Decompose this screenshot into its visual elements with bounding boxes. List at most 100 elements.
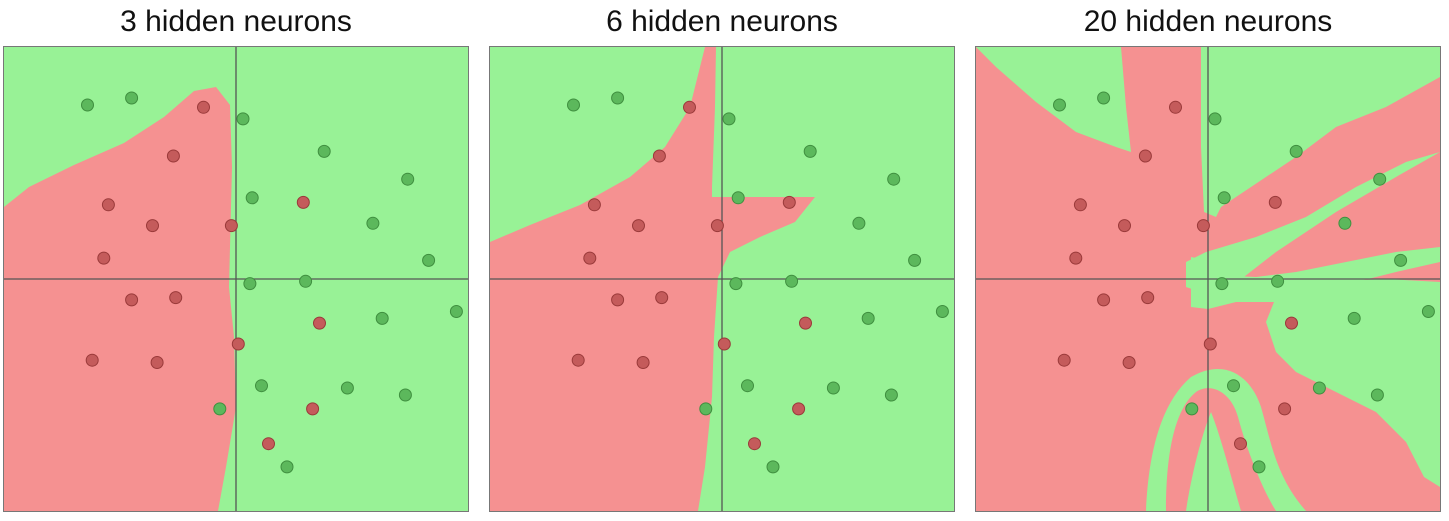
green-data-point	[803, 144, 817, 158]
green-data-point	[243, 277, 257, 291]
green-data-point	[299, 274, 313, 288]
green-data-point	[422, 253, 436, 267]
red-data-point	[306, 402, 320, 416]
green-data-point	[1347, 311, 1361, 325]
decision-boundary-plot	[3, 46, 469, 512]
decision-boundary-plot	[975, 46, 1441, 512]
data-points	[567, 91, 949, 474]
red-data-point	[683, 100, 696, 114]
green-data-point	[1421, 305, 1435, 318]
red-data-point	[125, 293, 139, 307]
green-data-point	[81, 98, 94, 112]
red-data-point	[1278, 402, 1292, 416]
panel-title: 6 hidden neurons	[606, 5, 838, 38]
green-data-point	[1394, 253, 1408, 267]
green-data-point	[1227, 379, 1240, 393]
decision-boundary-plot	[489, 46, 955, 512]
red-data-point	[792, 402, 806, 416]
red-decision-region	[4, 87, 236, 511]
data-points	[81, 91, 463, 474]
green-decision-region	[976, 47, 1131, 152]
red-data-point	[587, 198, 601, 212]
red-data-point	[1069, 251, 1083, 265]
green-decision-region	[1266, 279, 1440, 487]
red-data-point	[1285, 316, 1298, 330]
green-data-point	[884, 388, 898, 402]
red-data-point	[583, 251, 597, 265]
panel-6-neurons: 6 hidden neurons	[489, 0, 955, 521]
red-data-point	[1203, 337, 1217, 351]
red-data-point	[1138, 149, 1152, 163]
red-data-point	[1057, 353, 1071, 367]
red-data-point	[85, 353, 99, 367]
green-data-point	[280, 460, 294, 474]
data-points	[1053, 91, 1435, 474]
green-data-point	[366, 216, 380, 230]
green-data-point	[245, 191, 259, 205]
green-data-point	[766, 460, 780, 474]
red-data-point	[611, 293, 625, 307]
panel-title: 3 hidden neurons	[120, 5, 352, 38]
green-data-point	[567, 98, 580, 112]
green-data-point	[1312, 381, 1326, 395]
green-data-point	[611, 91, 625, 105]
red-data-point	[1122, 356, 1136, 369]
green-decision-region	[1186, 152, 1440, 297]
red-data-point	[1118, 219, 1131, 233]
red-data-point	[799, 316, 812, 330]
red-data-point	[166, 149, 180, 163]
green-decision-region	[1201, 47, 1440, 217]
red-data-point	[655, 291, 669, 305]
red-data-point	[150, 356, 164, 369]
green-data-point	[398, 388, 412, 402]
red-data-point	[717, 337, 731, 351]
panel-3-neurons: 3 hidden neurons	[3, 0, 469, 521]
green-data-point	[887, 172, 901, 186]
green-data-point	[785, 274, 799, 288]
red-data-point	[197, 100, 210, 114]
green-decision-region	[1146, 368, 1306, 511]
green-data-point	[731, 191, 745, 205]
green-data-point	[1271, 274, 1285, 288]
green-data-point	[1208, 112, 1222, 126]
green-decision-region	[1191, 247, 1440, 309]
green-data-point	[1053, 98, 1066, 112]
red-data-point	[224, 219, 238, 233]
red-data-point	[710, 219, 724, 233]
red-data-point	[313, 316, 326, 330]
red-data-point	[571, 353, 585, 367]
green-data-point	[375, 311, 389, 325]
red-data-point	[101, 198, 115, 212]
red-data-point	[1196, 219, 1210, 233]
red-data-point	[231, 337, 245, 351]
green-data-point	[1289, 144, 1303, 158]
plot-canvas	[490, 47, 954, 511]
green-data-point	[1097, 91, 1111, 105]
red-data-point	[632, 219, 645, 233]
green-data-point	[1373, 172, 1387, 186]
green-data-point	[401, 172, 415, 186]
green-data-point	[1217, 191, 1231, 205]
green-data-point	[213, 402, 227, 416]
green-data-point	[449, 305, 463, 318]
green-data-point	[935, 305, 949, 318]
red-data-point	[97, 251, 111, 265]
green-data-point	[861, 311, 875, 325]
panel-20-neurons: 20 hidden neurons	[975, 0, 1441, 521]
red-data-point	[146, 219, 159, 233]
red-data-point	[1234, 437, 1247, 451]
red-data-point	[1268, 195, 1282, 209]
green-data-point	[1252, 460, 1266, 474]
red-data-point	[1141, 291, 1155, 305]
green-data-point	[699, 402, 713, 416]
green-decision-region	[1186, 412, 1241, 511]
red-data-point	[782, 195, 796, 209]
red-data-point	[262, 437, 275, 451]
green-data-point	[1370, 388, 1384, 402]
red-data-point	[169, 291, 183, 305]
green-data-point	[1215, 277, 1229, 291]
green-data-point	[125, 91, 139, 105]
red-data-point	[1097, 293, 1111, 307]
green-data-point	[852, 216, 866, 230]
plot-canvas	[4, 47, 468, 511]
